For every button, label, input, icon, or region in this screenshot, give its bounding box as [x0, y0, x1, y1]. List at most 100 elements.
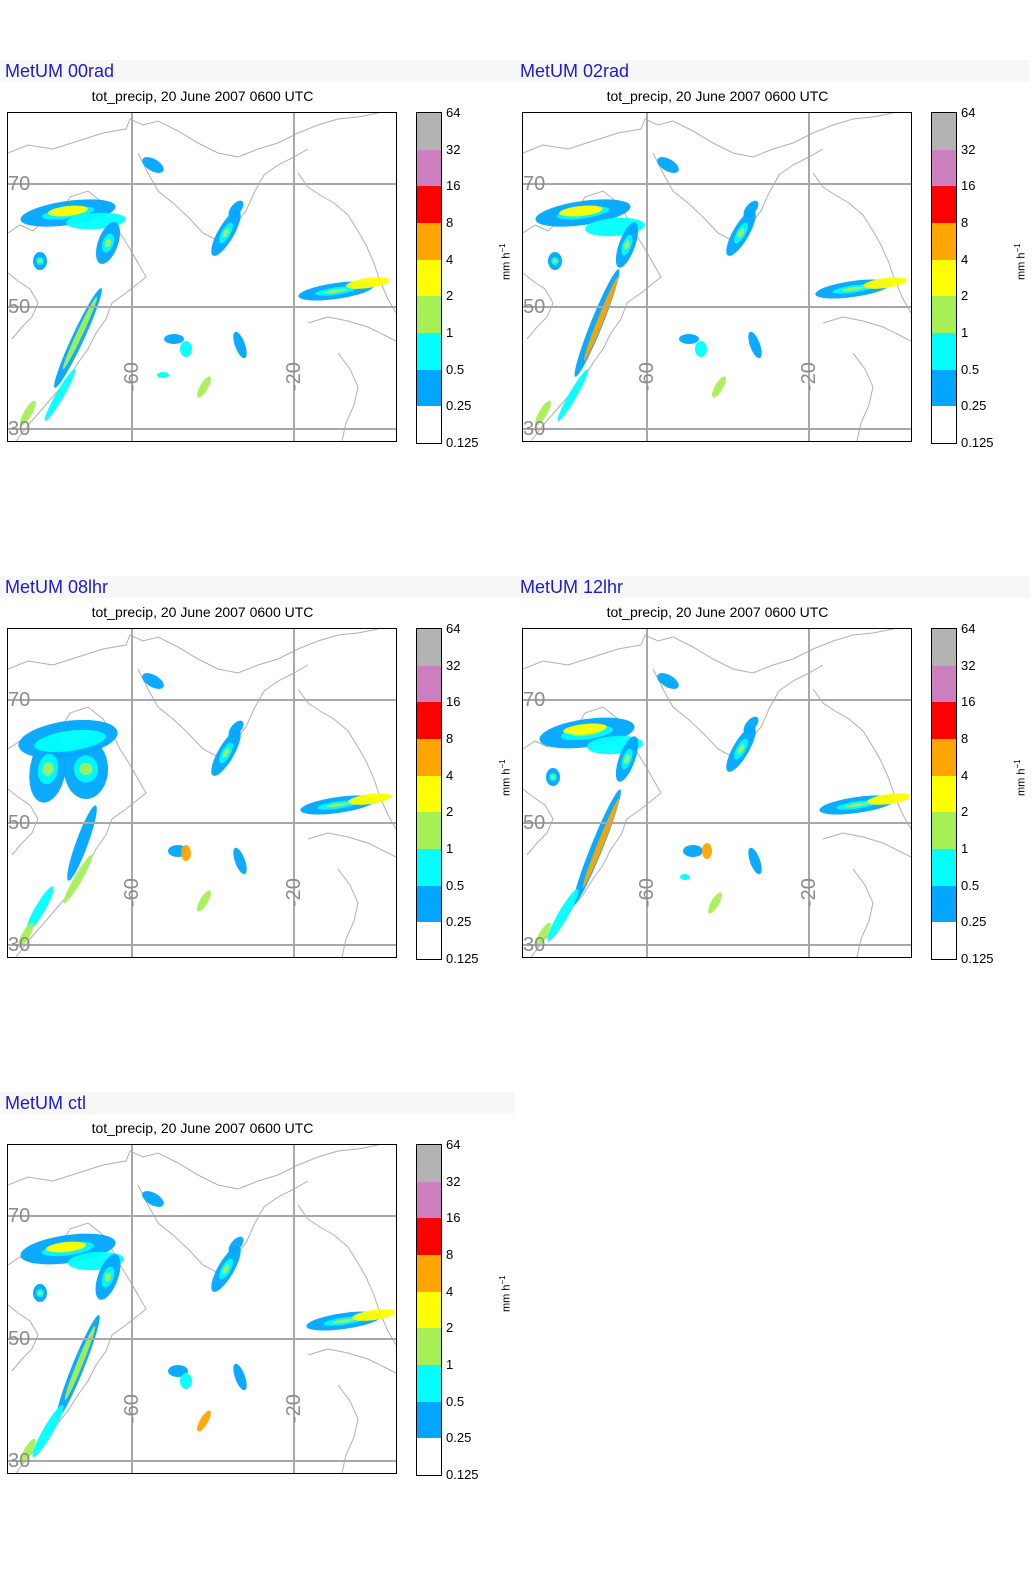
colorbar-tick-label: 8: [446, 1247, 454, 1262]
colorbar-tick-label: 0.25: [446, 398, 472, 414]
colorbar-segment: [417, 223, 441, 261]
precip-area: [197, 376, 211, 398]
colorbar-segment: [417, 149, 441, 187]
colorbar-segment: [417, 885, 441, 923]
precip-area: [863, 277, 907, 289]
colorbar-segment: [417, 186, 441, 224]
coastline: [8, 1304, 39, 1372]
colorbar-segment: [932, 849, 956, 887]
panel-header: [515, 576, 1030, 598]
colorbar-tick-label: 0.125: [961, 951, 994, 966]
lat-label: 50: [523, 812, 546, 834]
precip-area: [48, 205, 88, 217]
lat-label: 70: [8, 173, 31, 195]
precip-area: [552, 259, 558, 263]
colorbar-segment: [932, 296, 956, 334]
precip-area: [348, 793, 392, 805]
precip-area: [222, 228, 230, 238]
lat-label: 70: [523, 173, 546, 195]
colorbar-segment: [417, 259, 441, 297]
colorbar-segment: [932, 775, 956, 813]
colorbar-segment: [417, 1291, 441, 1329]
map-svg: [523, 629, 911, 957]
precip-area: [142, 1191, 164, 1207]
coastline: [8, 113, 379, 158]
lon-label: -20: [283, 878, 305, 907]
colorbar-segment: [417, 1365, 441, 1403]
colorbar-tick-label: 2: [446, 804, 454, 820]
coastline: [822, 316, 911, 342]
colorbar-segment: [932, 812, 956, 850]
colorbar-tick-label: 2: [961, 288, 969, 304]
colorbar-segment: [417, 1328, 441, 1366]
coastline: [812, 172, 911, 314]
colorbar-tick-label: 16: [961, 694, 976, 710]
precip-area: [624, 240, 630, 250]
colorbar-tick-label: 1: [961, 841, 969, 856]
colorbar-tick-label: 0.25: [961, 914, 987, 930]
precip-area: [737, 744, 745, 754]
precip-area: [197, 890, 211, 912]
panel-subtitle: tot_precip, 20 June 2007 0600 UTC: [606, 604, 829, 620]
lat-label: 70: [523, 689, 546, 711]
colorbar-segment: [417, 333, 441, 371]
colorbar-tick-label: 0.125: [961, 435, 994, 450]
precip-area: [222, 748, 230, 758]
panel-12lhr: MetUM 12lhr tot_precip, 20 June 2007 060…: [515, 576, 1030, 1076]
precip-area: [63, 854, 93, 904]
lat-label: 30: [8, 1450, 31, 1472]
colorbar-segment: [417, 629, 441, 667]
colorbar-tick-label: 32: [446, 1173, 461, 1189]
colorbar-segment: [932, 922, 956, 960]
colorbar-tick-label: 2: [446, 1320, 454, 1336]
colorbar-segment: [932, 186, 956, 224]
precip-map: 70 50 30 -60 -20: [522, 628, 912, 958]
precip-area: [222, 1264, 230, 1274]
unit-label: mm h−1: [498, 759, 513, 796]
colorbar-segment: [417, 1218, 441, 1256]
precip-area: [180, 1373, 192, 1389]
coastline: [523, 788, 554, 856]
precip-area: [34, 729, 106, 753]
panel-subtitle: tot_precip, 20 June 2007 0600 UTC: [91, 604, 314, 620]
coastline: [307, 1348, 396, 1374]
precip-area: [547, 888, 579, 942]
panel-subtitle: tot_precip, 20 June 2007 0600 UTC: [91, 1120, 314, 1136]
precip-area: [32, 1404, 64, 1458]
colorbar-tick-label: 0.25: [446, 914, 472, 930]
precip-area: [157, 372, 169, 378]
precip-area: [37, 1291, 43, 1295]
precip-area: [352, 1309, 396, 1321]
colorbar-segment: [932, 149, 956, 187]
precip-area: [46, 1241, 86, 1253]
colorbar-tick-label: 4: [961, 251, 969, 267]
colorbar-tick-label: 1: [446, 841, 454, 856]
colorbar-segment: [417, 296, 441, 334]
unit-label: mm h−1: [498, 1275, 513, 1312]
precip-area: [332, 1318, 356, 1324]
precip-area: [737, 228, 745, 238]
colorbar-tick-label: 16: [446, 694, 461, 710]
precip-area: [867, 793, 911, 805]
precip-area: [26, 886, 54, 932]
unit-label: mm h−1: [498, 243, 513, 280]
coastline: [297, 1204, 396, 1346]
precip-area: [64, 1325, 96, 1401]
colorbar-tick-label: 64: [446, 621, 461, 636]
coastline: [337, 352, 359, 441]
coastline: [8, 788, 39, 856]
precip-area: [346, 277, 390, 289]
colorbar-segment: [417, 369, 441, 407]
colorbar-tick-label: 4: [961, 767, 969, 783]
colorbar-segment: [932, 665, 956, 703]
lon-label: -60: [121, 878, 143, 907]
precip-area: [582, 798, 620, 888]
colorbar-tick-label: 0.25: [446, 1430, 472, 1446]
lon-label: -20: [798, 878, 820, 907]
colorbar-tick-label: 16: [446, 1210, 461, 1226]
colorbar-tick-label: 8: [446, 731, 454, 746]
panel-title: MetUM 08lhr: [5, 577, 109, 597]
lat-label: 50: [8, 812, 31, 834]
map-svg: [8, 113, 396, 441]
colorbar-tick-label: 8: [961, 215, 969, 230]
